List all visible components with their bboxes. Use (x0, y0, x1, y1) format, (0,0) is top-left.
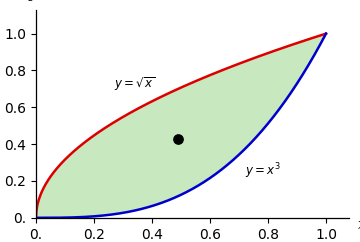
Y-axis label: y: y (29, 0, 37, 1)
Text: $y = x^3$: $y = x^3$ (245, 161, 280, 181)
X-axis label: x: x (358, 218, 360, 232)
Text: $y = \sqrt{x}$: $y = \sqrt{x}$ (114, 76, 156, 93)
Point (175, 137, 181, 141)
